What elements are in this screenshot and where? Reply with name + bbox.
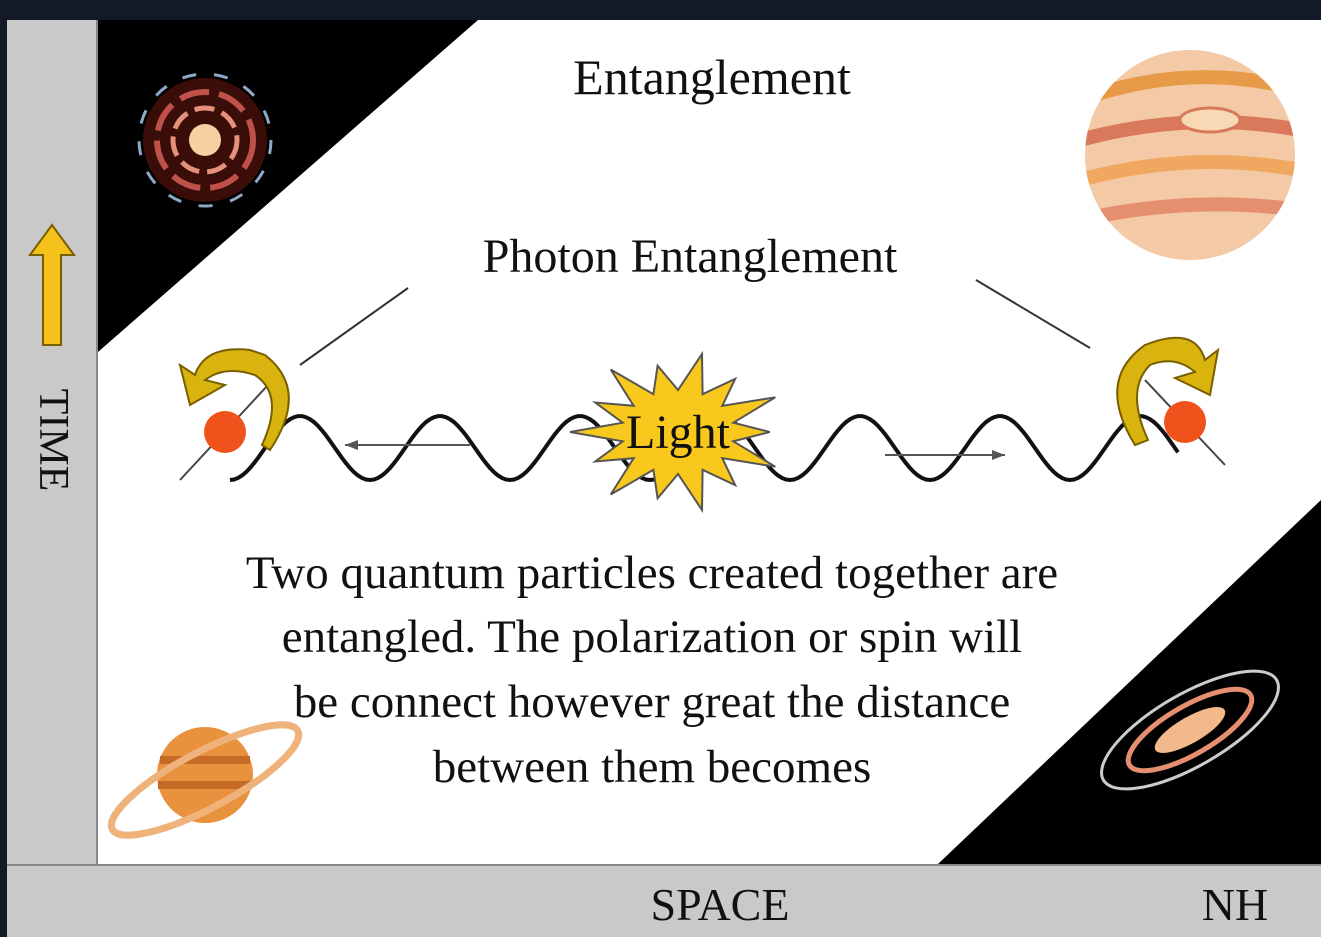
credit: NH <box>1202 879 1268 930</box>
arrowhead <box>345 440 358 450</box>
description-line: entangled. The polarization or spin will <box>282 611 1023 663</box>
x-axis-label: SPACE <box>651 879 790 930</box>
galaxy <box>1100 669 1280 791</box>
subtitle: Photon Entanglement <box>483 230 898 283</box>
space-bar <box>7 865 1321 937</box>
light-burst <box>569 350 776 514</box>
y-axis-label: TIME <box>30 389 76 492</box>
galaxy <box>137 72 273 208</box>
center-label: Light <box>626 406 731 459</box>
particle <box>1116 336 1226 466</box>
space-corner <box>938 500 1321 864</box>
particle <box>178 348 290 481</box>
title: Entanglement <box>573 49 851 105</box>
description-line: Two quantum particles created together a… <box>246 547 1058 599</box>
time-bar <box>7 20 97 865</box>
description-line: be connect however great the distance <box>294 676 1010 728</box>
pointer <box>299 287 409 366</box>
pointer <box>975 279 1091 349</box>
description-line: between them becomes <box>433 741 872 793</box>
saturn <box>107 721 303 839</box>
time-arrow <box>28 223 76 346</box>
arrowhead <box>992 450 1005 460</box>
